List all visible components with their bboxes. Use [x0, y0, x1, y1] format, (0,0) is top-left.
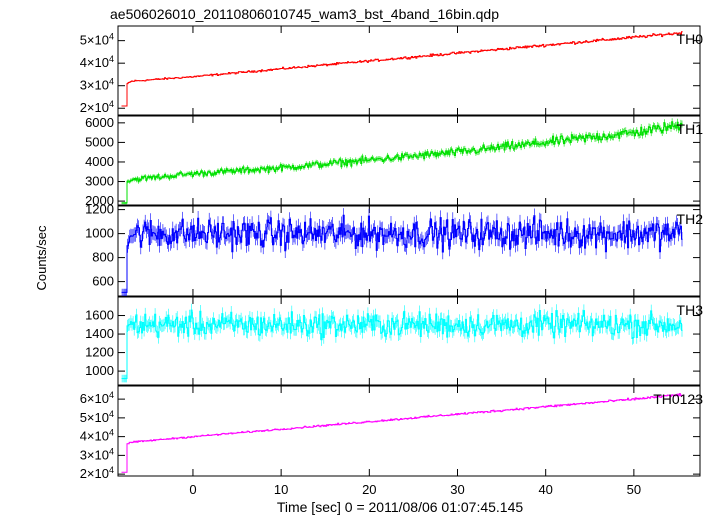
panel-label: TH3	[677, 302, 704, 318]
y-tick-label: 2×104	[80, 465, 114, 481]
y-tick-label: 6000	[85, 115, 114, 130]
y-tick-label: 4×104	[80, 54, 114, 70]
y-tick-label: 3×104	[80, 446, 114, 462]
panel-label: TH0	[677, 31, 704, 47]
x-axis-label: Time [sec] 0 = 2011/08/06 01:07:45.145	[277, 499, 524, 515]
x-tick-label: 20	[362, 482, 376, 497]
x-tick-label: 50	[627, 482, 641, 497]
panel-th3: 1000 1200 1400 1600 TH3	[85, 296, 704, 386]
panel-label: TH0123	[653, 391, 703, 407]
panel-frame	[117, 385, 701, 477]
chart-title: ae506026010_20110806010745_wam3_bst_4ban…	[110, 6, 499, 22]
series-errorbars-th2	[121, 208, 683, 296]
y-tick-label: 1600	[85, 308, 114, 323]
panel-label: TH1	[677, 121, 704, 137]
panel-label: TH2	[677, 211, 704, 227]
series-errorbars-th1	[121, 118, 683, 205]
panels: 2×104 3×104 4×104 5×104 TH0 2000 3000 4000 5000 6…	[80, 25, 704, 497]
y-tick-label: 6×104	[80, 390, 114, 406]
series-line-th0	[121, 31, 683, 107]
y-tick-label: 1000	[85, 363, 114, 378]
y-tick-label: 1000	[85, 226, 114, 241]
panel-frame	[117, 25, 701, 116]
y-tick-label: 2000	[85, 193, 114, 208]
series-line-th3	[121, 309, 683, 379]
x-tick-label: 0	[189, 482, 196, 497]
panel-th0: 2×104 3×104 4×104 5×104 TH0	[80, 25, 704, 116]
panel-frame	[117, 205, 701, 297]
y-tick-label: 2×104	[80, 99, 114, 115]
y-tick-label: 4000	[85, 154, 114, 169]
series-errorbars-th0	[121, 31, 683, 107]
series-line-th1	[121, 121, 683, 204]
y-tick-label: 5000	[85, 134, 114, 149]
series-errorbars-th3	[121, 303, 683, 383]
series-errorbars-th0123	[121, 393, 683, 473]
panel-th2: 600 800 1000 1200 TH2	[85, 202, 703, 297]
series-line-th0123	[121, 393, 683, 473]
y-axis-label: Counts/sec	[34, 225, 49, 291]
y-tick-label: 1400	[85, 326, 114, 341]
panel-frame	[117, 296, 701, 386]
y-tick-label: 1200	[85, 345, 114, 360]
y-tick-label: 5×104	[80, 32, 114, 48]
x-tick-label: 10	[274, 482, 288, 497]
y-tick-label: 4×104	[80, 428, 114, 444]
series-line-th2	[121, 214, 683, 293]
x-tick-label: 40	[538, 482, 552, 497]
x-tick-label: 30	[450, 482, 464, 497]
y-tick-label: 600	[92, 274, 114, 289]
y-tick-label: 5×104	[80, 409, 114, 425]
panel-th0123: 2×104 3×104 4×104 5×104 6×104 0 10 20 30 40 50 TH01…	[80, 385, 703, 497]
y-tick-label: 1200	[85, 202, 114, 217]
panel-th1: 2000 3000 4000 5000 6000 TH1	[85, 115, 703, 208]
y-tick-label: 3000	[85, 174, 114, 189]
y-tick-label: 800	[92, 250, 114, 265]
panel-frame	[117, 115, 701, 206]
y-tick-label: 3×104	[80, 77, 114, 93]
